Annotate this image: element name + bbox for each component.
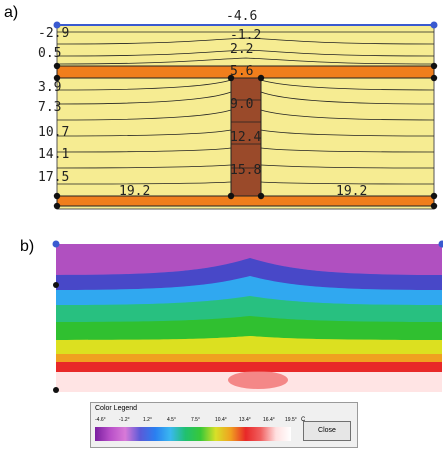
legend-tick: 19.5° <box>285 417 297 423</box>
yellow-band <box>56 336 442 354</box>
isotherm-label: 17.5 <box>38 170 69 185</box>
corner-node-top-right <box>430 21 438 29</box>
color-legend-dialog: Color Legend -4.6° -1.2° 1.2° 4.5° 7.5° … <box>90 402 358 448</box>
mesh-nodes <box>53 62 438 210</box>
legend-unit: C <box>301 417 306 423</box>
legend-tick: 16.4° <box>263 417 275 423</box>
isotherm-label: 10.7 <box>38 125 69 140</box>
isotherm-label: 2.2 <box>230 42 253 57</box>
isotherm-label: -4.6 <box>226 9 257 24</box>
close-button[interactable]: Close <box>303 421 351 441</box>
legend-tick: 10.4° <box>215 417 227 423</box>
legend-tick: 4.5° <box>167 417 176 423</box>
isotherm-label: -1.2 <box>230 28 261 43</box>
teal-band <box>56 296 442 322</box>
mesh-node <box>53 387 59 393</box>
legend-tick: -1.2° <box>119 417 130 423</box>
isotherm-label: 0.5 <box>38 46 61 61</box>
red-band <box>56 362 442 372</box>
panel-b-drawing <box>52 240 443 393</box>
isotherm-label: 14.1 <box>38 147 69 162</box>
corner-node-top-right <box>438 240 443 248</box>
isotherm-label: 15.8 <box>230 163 261 178</box>
mesh-node <box>53 282 59 288</box>
isotherm-lines <box>56 31 435 185</box>
corner-node-top-left <box>52 240 60 248</box>
panel-a-label: a) <box>4 4 19 21</box>
legend-tick: 7.5° <box>191 417 200 423</box>
panel-a-drawing: -2.9 0.5 3.9 7.3 10.7 14.1 17.5 -4.6 -1.… <box>38 9 438 210</box>
legend-color-bar <box>95 427 291 441</box>
column <box>230 77 262 197</box>
orange-band <box>56 354 442 362</box>
cyan-band <box>56 276 442 305</box>
green-band <box>56 316 442 340</box>
isotherm-label: 7.3 <box>38 100 61 115</box>
isotherm-labels-center: -4.6 -1.2 2.2 5.6 9.0 12.4 15.8 <box>226 9 261 178</box>
legend-tick: -4.6° <box>95 417 106 423</box>
legend-ticks: -4.6° -1.2° 1.2° 4.5° 7.5° 10.4° 13.4° 1… <box>95 417 297 427</box>
warm-spot <box>228 371 288 389</box>
purple-band <box>56 244 442 275</box>
corner-node-top-left <box>53 21 61 29</box>
isotherm-label: 5.6 <box>230 64 253 79</box>
blue-band <box>56 258 442 290</box>
isotherm-label: 3.9 <box>38 80 61 95</box>
bottom-flange <box>56 195 435 207</box>
legend-tick: 13.4° <box>239 417 251 423</box>
isotherm-label: -2.9 <box>38 26 69 41</box>
legend-title: Color Legend <box>95 405 138 412</box>
isotherm-label: 19.2 <box>336 184 367 199</box>
isotherm-label: 12.4 <box>230 130 261 145</box>
isotherm-label: 9.0 <box>230 97 253 112</box>
isotherm-labels-left: -2.9 0.5 3.9 7.3 10.7 14.1 17.5 <box>38 26 69 185</box>
isotherm-label: 19.2 <box>119 184 150 199</box>
legend-tick: 1.2° <box>143 417 152 423</box>
panel-b-label: b) <box>20 238 35 255</box>
isotherm-labels-bottom: 19.2 19.2 <box>119 184 367 199</box>
